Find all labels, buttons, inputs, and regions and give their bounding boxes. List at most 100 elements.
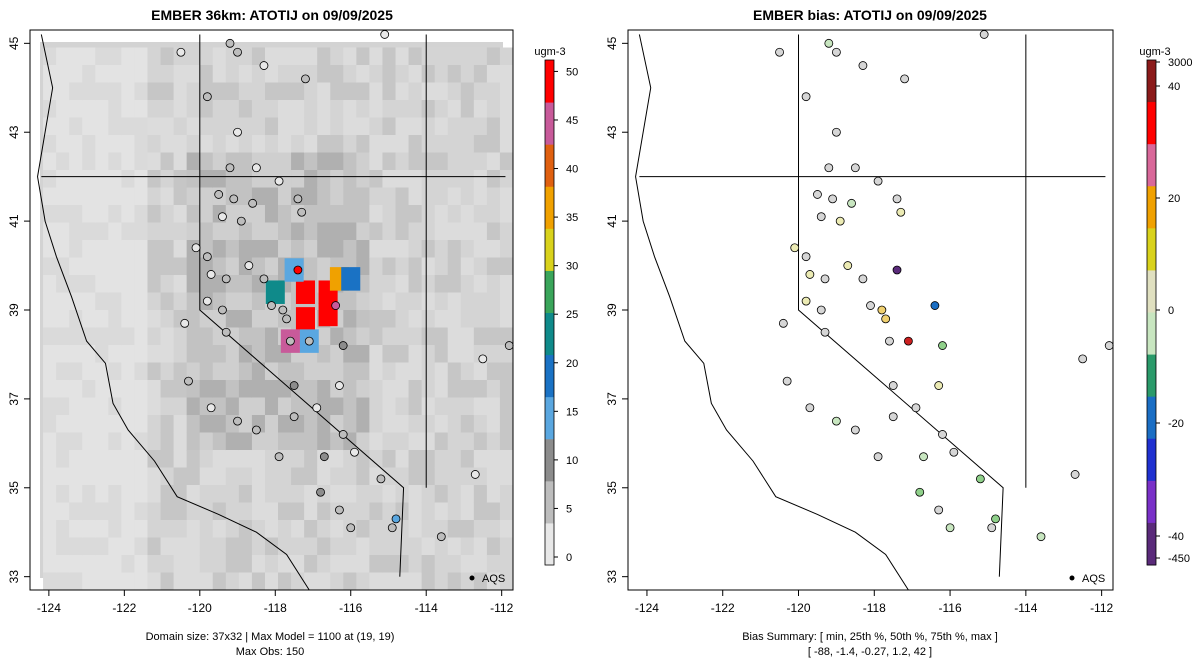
obs-marker[interactable] bbox=[176, 47, 186, 57]
obs-marker[interactable] bbox=[316, 487, 325, 497]
obs-marker[interactable] bbox=[274, 176, 284, 186]
obs-marker[interactable] bbox=[180, 318, 190, 328]
bias-marker[interactable] bbox=[824, 38, 834, 48]
bias-marker[interactable] bbox=[805, 270, 815, 279]
bias-marker[interactable] bbox=[831, 127, 841, 137]
obs-marker[interactable] bbox=[229, 194, 239, 204]
obs-marker[interactable] bbox=[214, 190, 224, 199]
bias-marker[interactable] bbox=[820, 274, 830, 284]
bias-marker[interactable] bbox=[892, 265, 902, 275]
bias-marker[interactable] bbox=[979, 30, 989, 39]
bias-marker[interactable] bbox=[938, 341, 947, 350]
obs-marker[interactable] bbox=[391, 514, 401, 524]
right-bias-markers[interactable] bbox=[775, 30, 1114, 542]
bias-marker[interactable] bbox=[896, 207, 906, 217]
obs-marker[interactable] bbox=[282, 314, 291, 324]
bias-marker[interactable] bbox=[911, 403, 921, 413]
bias-marker[interactable] bbox=[915, 487, 925, 497]
bias-marker[interactable] bbox=[1104, 341, 1114, 350]
bias-marker[interactable] bbox=[877, 305, 887, 315]
obs-marker[interactable] bbox=[350, 447, 359, 457]
bias-marker[interactable] bbox=[900, 74, 910, 84]
obs-marker[interactable] bbox=[304, 336, 314, 346]
bias-marker[interactable] bbox=[949, 447, 959, 457]
obs-marker[interactable] bbox=[259, 274, 269, 284]
bias-marker[interactable] bbox=[801, 92, 811, 102]
bias-marker[interactable] bbox=[782, 376, 792, 386]
obs-marker[interactable] bbox=[274, 452, 284, 462]
obs-marker[interactable] bbox=[335, 381, 344, 390]
obs-marker[interactable] bbox=[338, 430, 348, 439]
bias-marker[interactable] bbox=[858, 274, 868, 284]
obs-marker[interactable] bbox=[233, 416, 242, 426]
obs-marker[interactable] bbox=[346, 523, 356, 533]
obs-marker[interactable] bbox=[380, 30, 390, 39]
bias-marker[interactable] bbox=[991, 514, 1000, 524]
obs-marker[interactable] bbox=[252, 163, 261, 173]
obs-marker[interactable] bbox=[436, 532, 446, 542]
bias-marker[interactable] bbox=[828, 194, 838, 204]
obs-marker[interactable] bbox=[252, 425, 261, 435]
bias-marker[interactable] bbox=[820, 327, 830, 337]
bias-marker[interactable] bbox=[903, 336, 913, 346]
bias-marker[interactable] bbox=[775, 47, 784, 57]
obs-marker[interactable] bbox=[236, 216, 246, 226]
obs-marker[interactable] bbox=[225, 38, 235, 48]
obs-marker[interactable] bbox=[293, 265, 303, 275]
bias-marker[interactable] bbox=[919, 452, 928, 462]
obs-marker[interactable] bbox=[244, 261, 254, 270]
bias-marker[interactable] bbox=[831, 47, 841, 57]
obs-marker[interactable] bbox=[184, 376, 193, 386]
bias-marker[interactable] bbox=[831, 416, 841, 426]
bias-marker[interactable] bbox=[790, 243, 800, 253]
obs-marker[interactable] bbox=[297, 207, 307, 217]
bias-marker[interactable] bbox=[778, 318, 788, 328]
bias-marker[interactable] bbox=[866, 301, 875, 310]
obs-marker[interactable] bbox=[259, 61, 269, 70]
obs-marker[interactable] bbox=[278, 305, 288, 315]
bias-marker[interactable] bbox=[987, 523, 997, 533]
obs-marker[interactable] bbox=[319, 452, 329, 462]
bias-marker[interactable] bbox=[850, 163, 860, 173]
bias-marker[interactable] bbox=[975, 474, 985, 484]
bias-marker[interactable] bbox=[801, 296, 811, 306]
bias-marker[interactable] bbox=[1070, 470, 1080, 479]
bias-marker[interactable] bbox=[888, 381, 898, 390]
obs-marker[interactable] bbox=[376, 474, 386, 484]
obs-marker[interactable] bbox=[289, 412, 299, 422]
obs-marker[interactable] bbox=[202, 252, 212, 262]
bias-marker[interactable] bbox=[892, 194, 902, 204]
bias-marker[interactable] bbox=[888, 412, 898, 422]
bias-marker[interactable] bbox=[1036, 532, 1046, 542]
obs-marker[interactable] bbox=[338, 341, 348, 350]
bias-marker[interactable] bbox=[934, 381, 944, 390]
obs-marker[interactable] bbox=[221, 327, 231, 337]
obs-marker[interactable] bbox=[293, 194, 303, 204]
obs-marker[interactable] bbox=[202, 296, 212, 306]
obs-marker[interactable] bbox=[289, 381, 299, 390]
obs-marker[interactable] bbox=[206, 270, 216, 279]
obs-marker[interactable] bbox=[206, 403, 216, 413]
obs-marker[interactable] bbox=[218, 212, 227, 222]
bias-marker[interactable] bbox=[885, 336, 894, 346]
obs-marker[interactable] bbox=[221, 274, 231, 284]
bias-marker[interactable] bbox=[816, 305, 826, 315]
obs-marker[interactable] bbox=[248, 198, 258, 208]
obs-marker[interactable] bbox=[312, 403, 322, 413]
bias-marker[interactable] bbox=[1078, 354, 1088, 364]
obs-marker[interactable] bbox=[285, 336, 295, 346]
bias-marker[interactable] bbox=[934, 505, 944, 515]
bias-marker[interactable] bbox=[847, 198, 856, 208]
bias-marker[interactable] bbox=[801, 252, 811, 262]
obs-marker[interactable] bbox=[478, 354, 488, 364]
obs-marker[interactable] bbox=[267, 301, 276, 310]
bias-marker[interactable] bbox=[843, 261, 853, 270]
obs-marker[interactable] bbox=[191, 243, 201, 253]
bias-marker[interactable] bbox=[813, 190, 822, 199]
obs-marker[interactable] bbox=[202, 92, 212, 102]
obs-marker[interactable] bbox=[470, 470, 480, 479]
bias-marker[interactable] bbox=[938, 430, 947, 439]
bias-marker[interactable] bbox=[835, 216, 845, 226]
left-observation-markers[interactable] bbox=[176, 30, 514, 542]
obs-marker[interactable] bbox=[218, 305, 227, 315]
